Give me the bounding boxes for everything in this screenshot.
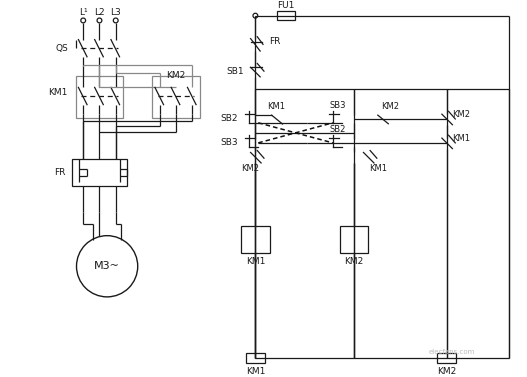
Text: KM1: KM1 xyxy=(246,257,265,266)
Bar xyxy=(75,76,123,118)
Circle shape xyxy=(253,356,258,360)
Text: KM2: KM2 xyxy=(241,164,260,173)
Text: QS: QS xyxy=(55,44,68,53)
Text: FR: FR xyxy=(55,168,66,177)
Text: KM2: KM2 xyxy=(344,257,364,266)
Circle shape xyxy=(253,13,258,18)
Text: SB3: SB3 xyxy=(329,101,346,110)
Text: elecfans.com: elecfans.com xyxy=(428,349,475,356)
Bar xyxy=(152,76,200,118)
Text: L2: L2 xyxy=(94,8,105,17)
Bar xyxy=(241,226,270,253)
Text: FU1: FU1 xyxy=(277,1,295,10)
Text: KM1: KM1 xyxy=(369,164,387,173)
Text: L3: L3 xyxy=(110,8,121,17)
Text: SB2: SB2 xyxy=(329,125,346,134)
Text: KM1: KM1 xyxy=(48,88,68,97)
Text: L¹: L¹ xyxy=(79,8,87,17)
Text: SB2: SB2 xyxy=(221,113,238,123)
Bar xyxy=(246,353,265,363)
Text: KM2: KM2 xyxy=(452,110,470,119)
Bar xyxy=(437,353,456,363)
Text: SB1: SB1 xyxy=(226,67,244,76)
Bar xyxy=(339,226,368,253)
Text: KM1: KM1 xyxy=(267,102,286,111)
Text: KM1: KM1 xyxy=(452,133,470,143)
Bar xyxy=(72,159,127,186)
Text: SB3: SB3 xyxy=(220,138,238,147)
Text: KM2: KM2 xyxy=(437,367,456,376)
Text: KM2: KM2 xyxy=(381,102,399,111)
Text: KM2: KM2 xyxy=(167,71,186,80)
Text: FR: FR xyxy=(269,37,280,46)
Bar xyxy=(277,11,295,20)
Text: KM1: KM1 xyxy=(246,367,265,376)
Text: M3~: M3~ xyxy=(94,261,120,271)
